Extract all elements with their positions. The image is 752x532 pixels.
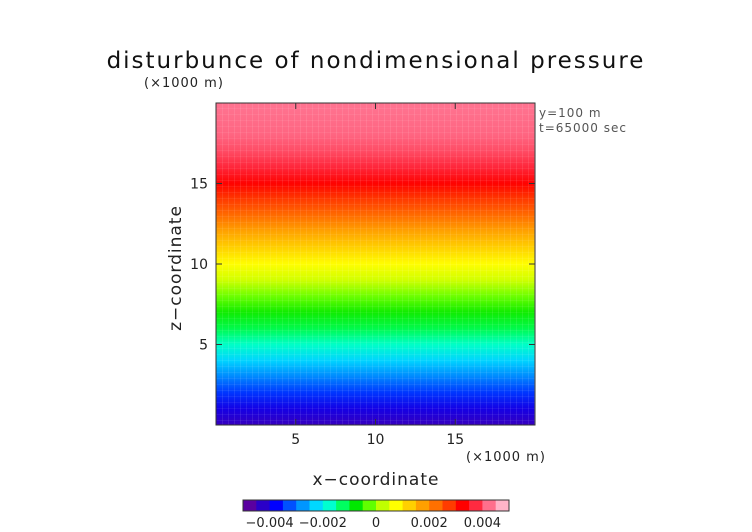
colorbar-swatch: [243, 500, 257, 511]
colorbar-swatch: [376, 500, 390, 511]
colorbar-swatch: [495, 500, 510, 511]
colorbar-swatch: [336, 500, 350, 511]
colorbar-swatch: [322, 500, 337, 511]
colorbar-swatch: [362, 500, 377, 511]
colorbar-swatch: [429, 500, 443, 511]
colorbar-tick-label: 0.004: [464, 516, 501, 531]
colorbar-swatch: [402, 500, 417, 511]
colorbar-tick-label: −0.002: [299, 516, 347, 531]
chart-title: disturbunce of nondimensional pressure: [106, 48, 646, 74]
x-axis-label-text: x−coordinate: [312, 470, 440, 490]
x-tick-label: 15: [446, 432, 464, 448]
colorbar-swatch: [309, 500, 324, 511]
colorbar-swatch: [455, 500, 470, 511]
colorbar-swatch: [282, 500, 297, 511]
colorbar-swatch: [296, 500, 310, 511]
y-tick-label: 10: [190, 257, 208, 273]
x-tick-label: 5: [291, 432, 300, 448]
x-axis-unit: (×1000 m): [466, 450, 546, 465]
y-tick-label: 15: [190, 177, 208, 193]
colorbar-swatch: [269, 500, 284, 511]
colorbar-swatch: [469, 500, 483, 511]
field-texture: [216, 103, 535, 425]
y-tick-label: 5: [199, 338, 208, 354]
colorbar-swatch: [442, 500, 457, 511]
colorbar-swatch: [482, 500, 497, 511]
annotation-time: t=65000 sec: [539, 121, 627, 135]
plot-area: 5 10 15 5 10 15: [190, 102, 536, 448]
colorbar-frame: [242, 499, 510, 512]
colorbar-tick-label: −0.004: [246, 516, 294, 531]
colorbar-tick-label: 0: [372, 516, 380, 531]
y-axis-unit: (×1000 m): [144, 76, 224, 91]
annotation-y-position: y=100 m: [539, 106, 602, 120]
x-tick-label: 10: [367, 432, 385, 448]
colorbar-swatch: [349, 500, 364, 511]
colorbar-swatch: [389, 500, 404, 511]
colorbar-swatch: [415, 500, 430, 511]
colorbar-tick-label: 0.002: [411, 516, 448, 531]
x-axis-label: x−coordinate: [0, 470, 752, 490]
colorbar-swatch: [256, 500, 271, 511]
colorbar: −0.004 −0.002 0 0.002 0.004: [242, 499, 510, 531]
